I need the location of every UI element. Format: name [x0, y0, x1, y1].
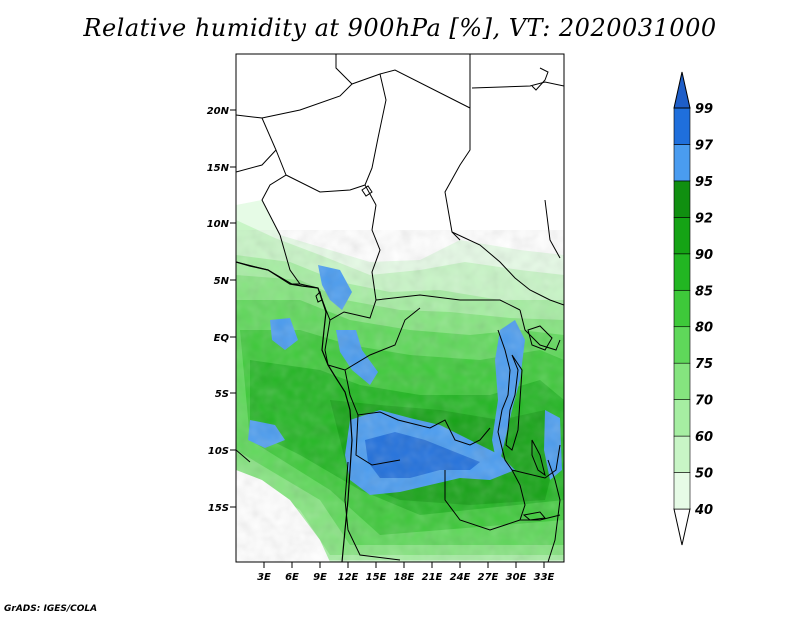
colorbar-segment [673, 362, 691, 400]
colorbar-label: 70 [695, 394, 713, 409]
lat-tick-label: 10N [207, 219, 230, 230]
lat-tick-label: 10S [208, 446, 229, 457]
lat-ticks [230, 109, 236, 508]
lon-tick-label: 9E [313, 572, 327, 583]
lat-tick-label: 20N [207, 106, 230, 117]
colorbar-segment [673, 217, 691, 255]
lon-tick-label: 12E [338, 572, 359, 583]
lon-ticks [263, 562, 545, 568]
colorbar-label: 99 [695, 102, 713, 117]
colorbar-segment [673, 107, 691, 145]
colorbar-label: 60 [695, 430, 713, 445]
lon-tick-label: 6E [285, 572, 299, 583]
lon-tick-label: 33E [534, 572, 555, 583]
lon-tick-label: 30E [506, 572, 527, 583]
lon-tick-label: 3E [257, 572, 271, 583]
lon-tick-label: 18E [394, 572, 415, 583]
colorbar-label: 92 [695, 211, 713, 226]
lat-tick-label: 5N [214, 276, 230, 287]
colorbar-segment [673, 144, 691, 182]
lon-tick-label: 21E [422, 572, 443, 583]
colorbar-segment [673, 472, 691, 510]
colorbar-label: 95 [695, 175, 713, 190]
plot-frame [235, 53, 565, 563]
lat-tick-label: EQ [214, 333, 230, 344]
colorbar-label: 50 [695, 467, 713, 482]
lat-tick-label: 15S [208, 503, 229, 514]
lon-tick-labels: 3E 6E 9E 12E 15E 18E 21E 24E 27E 30E 33E [257, 572, 554, 583]
humidity-shading [236, 200, 564, 562]
colorbar-bottom-tip [673, 508, 691, 546]
colorbar-label: 40 [694, 503, 713, 518]
colorbar-segment [673, 253, 691, 291]
colorbar-segment [673, 326, 691, 364]
colorbar-segment [673, 180, 691, 218]
lon-tick-label: 24E [450, 572, 471, 583]
lon-tick-label: 27E [478, 572, 499, 583]
colorbar-label: 97 [695, 138, 714, 153]
colorbar-label: 90 [695, 248, 713, 263]
lat-tick-label: 5S [215, 389, 229, 400]
lat-tick-labels: 20N 15N 10N 5N EQ 5S 10S 15S [207, 106, 230, 514]
colorbar-label: 75 [695, 357, 713, 372]
lon-tick-label: 15E [366, 572, 387, 583]
lat-tick-label: 15N [207, 163, 230, 174]
colorbar-segment [673, 435, 691, 473]
colorbar-label: 85 [695, 284, 713, 299]
coastline [236, 261, 353, 562]
map-title: Relative humidity at 900hPa [%], VT: 202… [83, 14, 717, 42]
colorbar-segment [673, 289, 691, 328]
colorbar-label: 80 [695, 321, 713, 336]
grads-credit: GrADS: IGES/COLA [4, 604, 98, 614]
colorbar-top-tip [673, 71, 691, 109]
colorbar: 40 50 60 70 75 80 85 90 92 95 97 99 [673, 71, 714, 546]
colorbar-segment [673, 399, 691, 437]
